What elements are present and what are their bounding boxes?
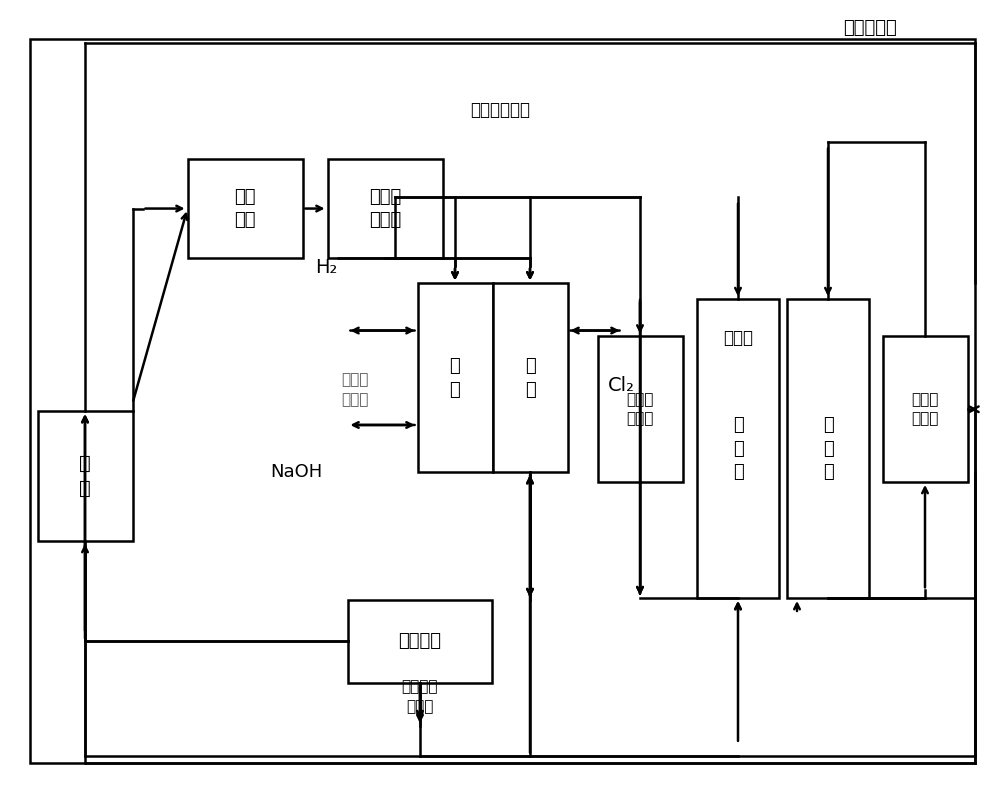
- Text: Cl₂: Cl₂: [608, 376, 635, 395]
- FancyBboxPatch shape: [188, 159, 302, 258]
- FancyBboxPatch shape: [328, 159, 442, 258]
- FancyBboxPatch shape: [493, 283, 568, 472]
- FancyBboxPatch shape: [418, 283, 493, 472]
- Text: 脱氯脱硝: 脱氯脱硝: [398, 633, 442, 650]
- FancyBboxPatch shape: [348, 600, 492, 683]
- Text: 化
盐: 化 盐: [79, 454, 91, 498]
- Text: 原
料
侧: 原 料 侧: [733, 416, 743, 481]
- Text: 膜蒸馏: 膜蒸馏: [723, 330, 753, 347]
- FancyBboxPatch shape: [883, 337, 968, 482]
- Text: 原料液
循环槽: 原料液 循环槽: [626, 392, 654, 427]
- Text: 离子膜
电解槽: 离子膜 电解槽: [341, 372, 369, 407]
- Text: NaOH: NaOH: [270, 464, 322, 481]
- Text: 渗透液
循环槽: 渗透液 循环槽: [911, 392, 939, 427]
- Text: 螯合树
脂吸附: 螯合树 脂吸附: [369, 188, 401, 229]
- Text: 阴
极: 阴 极: [450, 357, 460, 398]
- Text: 盐水
精制: 盐水 精制: [234, 188, 256, 229]
- Text: H₂: H₂: [315, 258, 337, 277]
- Text: 膜蒸馏浓盐水: 膜蒸馏浓盐水: [470, 102, 530, 119]
- FancyBboxPatch shape: [787, 299, 869, 598]
- Text: 阳
极: 阳 极: [525, 357, 535, 398]
- FancyBboxPatch shape: [38, 411, 132, 541]
- FancyBboxPatch shape: [598, 337, 682, 482]
- Text: 脱氯脱硝
淡盐水: 脱氯脱硝 淡盐水: [402, 679, 438, 714]
- FancyBboxPatch shape: [697, 299, 779, 598]
- Text: 渗
透
侧: 渗 透 侧: [823, 416, 833, 481]
- Text: 饱和粗盐水: 饱和粗盐水: [843, 19, 897, 36]
